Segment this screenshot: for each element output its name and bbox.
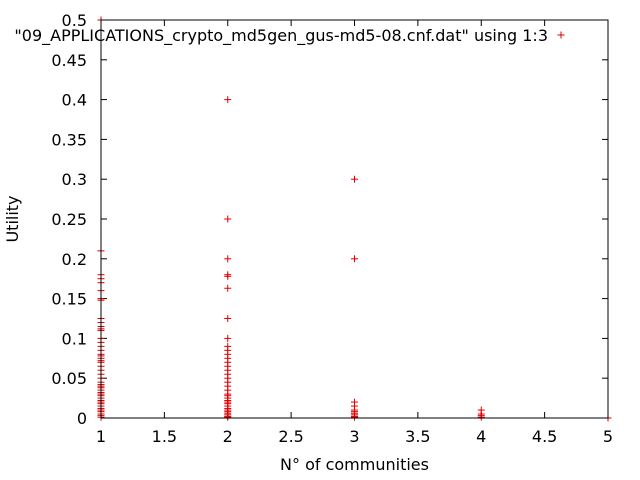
data-point	[224, 255, 232, 263]
data-point	[224, 413, 232, 421]
data-point	[351, 413, 358, 421]
x-tick-label: 1	[96, 427, 106, 446]
data-point	[224, 334, 232, 342]
x-tick-label: 5	[603, 427, 613, 446]
data-point	[224, 315, 232, 322]
x-axis-label: N° of communities	[280, 455, 429, 474]
data-point	[224, 272, 232, 280]
y-tick-label: 0.15	[51, 290, 87, 309]
legend: "09_APPLICATIONS_crypto_md5gen_gus-md5-0…	[14, 26, 565, 46]
legend-marker	[557, 31, 565, 39]
x-tick-label: 3	[349, 427, 359, 446]
y-tick-label: 0.1	[62, 329, 87, 348]
y-tick-label: 0.25	[51, 210, 87, 229]
data-point	[351, 255, 358, 263]
data-point	[224, 215, 232, 223]
plot-frame	[100, 19, 609, 419]
data-point	[224, 96, 232, 104]
axis-ticks: 1 1.5 2 2.5 3 3.5 4 4.5 5 0 0.05 0.1 0.15 0.2 0.25 0.3 0…	[51, 11, 613, 446]
x-tick-label: 4	[476, 427, 486, 446]
x-tick-label: 2.5	[278, 427, 303, 446]
y-tick-label: 0.3	[62, 170, 87, 189]
x-tick-label: 3.5	[405, 427, 430, 446]
legend-plus-marker	[557, 31, 565, 39]
y-tick-label: 0.2	[62, 250, 87, 269]
data-point	[477, 413, 485, 421]
y-tick-label: 0	[77, 409, 87, 428]
data-point	[224, 284, 232, 292]
x-tick-label: 2	[223, 427, 233, 446]
x-tick-label: 4.5	[532, 427, 557, 446]
y-tick-label: 0.05	[51, 369, 87, 388]
legend-entry-label: "09_APPLICATIONS_crypto_md5gen_gus-md5-0…	[14, 26, 548, 46]
y-tick-label: 0.45	[51, 51, 87, 70]
y-tick-label: 0.5	[62, 11, 87, 30]
y-tick-label: 0.35	[51, 130, 87, 149]
data-point	[351, 175, 358, 183]
y-axis-label: Utility	[3, 195, 22, 242]
y-tick-label: 0.4	[62, 91, 87, 110]
data-points	[97, 16, 612, 422]
x-tick-label: 1.5	[152, 427, 177, 446]
